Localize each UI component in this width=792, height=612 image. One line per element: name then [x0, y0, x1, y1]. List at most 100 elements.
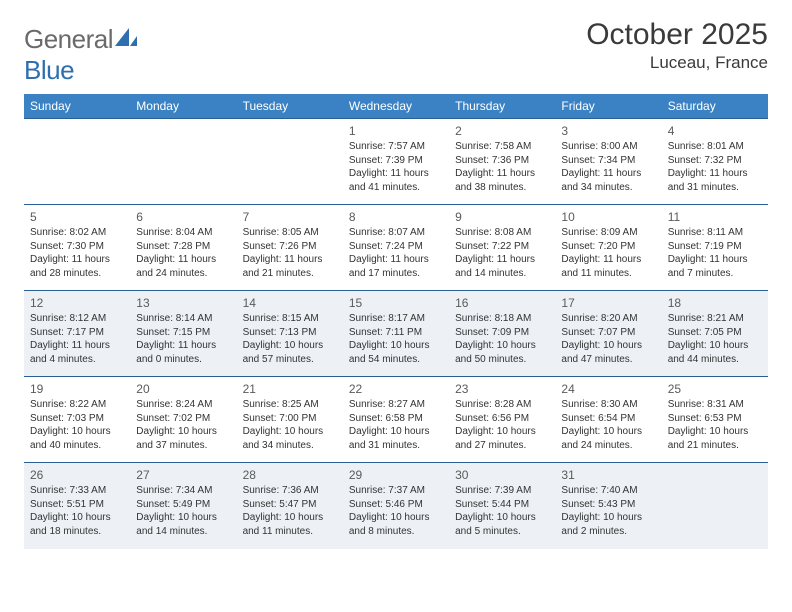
sunrise-line: Sunrise: 8:01 AM	[668, 140, 762, 154]
day-number: 2	[455, 123, 549, 139]
sunset-line: Sunset: 6:54 PM	[561, 412, 655, 426]
day-cell: 12Sunrise: 8:12 AMSunset: 7:17 PMDayligh…	[24, 291, 130, 377]
day-cell: 13Sunrise: 8:14 AMSunset: 7:15 PMDayligh…	[130, 291, 236, 377]
daylight-line: Daylight: 11 hours and 21 minutes.	[243, 253, 337, 280]
sunrise-line: Sunrise: 8:15 AM	[243, 312, 337, 326]
sunset-line: Sunset: 7:22 PM	[455, 240, 549, 254]
day-cell: 26Sunrise: 7:33 AMSunset: 5:51 PMDayligh…	[24, 463, 130, 549]
daylight-line: Daylight: 11 hours and 28 minutes.	[30, 253, 124, 280]
sunset-line: Sunset: 7:32 PM	[668, 154, 762, 168]
sunset-line: Sunset: 7:26 PM	[243, 240, 337, 254]
day-number: 17	[561, 295, 655, 311]
sunset-line: Sunset: 5:46 PM	[349, 498, 443, 512]
sunrise-line: Sunrise: 8:00 AM	[561, 140, 655, 154]
sail-icon	[115, 24, 137, 55]
day-number: 15	[349, 295, 443, 311]
sunrise-line: Sunrise: 8:20 AM	[561, 312, 655, 326]
sunrise-line: Sunrise: 8:24 AM	[136, 398, 230, 412]
day-cell: 4Sunrise: 8:01 AMSunset: 7:32 PMDaylight…	[662, 119, 768, 205]
sunset-line: Sunset: 7:39 PM	[349, 154, 443, 168]
day-cell: 5Sunrise: 8:02 AMSunset: 7:30 PMDaylight…	[24, 205, 130, 291]
sunrise-line: Sunrise: 8:02 AM	[30, 226, 124, 240]
daylight-line: Daylight: 10 hours and 8 minutes.	[349, 511, 443, 538]
day-number: 21	[243, 381, 337, 397]
daylight-line: Daylight: 10 hours and 34 minutes.	[243, 425, 337, 452]
sunset-line: Sunset: 7:03 PM	[30, 412, 124, 426]
sunset-line: Sunset: 7:07 PM	[561, 326, 655, 340]
weekday-header: Wednesday	[343, 94, 449, 119]
day-number: 18	[668, 295, 762, 311]
day-cell: 3Sunrise: 8:00 AMSunset: 7:34 PMDaylight…	[555, 119, 661, 205]
daylight-line: Daylight: 11 hours and 41 minutes.	[349, 167, 443, 194]
sunset-line: Sunset: 7:00 PM	[243, 412, 337, 426]
sunrise-line: Sunrise: 8:12 AM	[30, 312, 124, 326]
location: Luceau, France	[586, 53, 768, 73]
calendar-table: SundayMondayTuesdayWednesdayThursdayFrid…	[24, 94, 768, 549]
day-number: 29	[349, 467, 443, 483]
day-number: 16	[455, 295, 549, 311]
daylight-line: Daylight: 11 hours and 38 minutes.	[455, 167, 549, 194]
weekday-header: Monday	[130, 94, 236, 119]
calendar-header: SundayMondayTuesdayWednesdayThursdayFrid…	[24, 94, 768, 119]
sunset-line: Sunset: 7:02 PM	[136, 412, 230, 426]
daylight-line: Daylight: 11 hours and 31 minutes.	[668, 167, 762, 194]
day-cell	[130, 119, 236, 205]
day-cell: 1Sunrise: 7:57 AMSunset: 7:39 PMDaylight…	[343, 119, 449, 205]
sunrise-line: Sunrise: 8:21 AM	[668, 312, 762, 326]
sunrise-line: Sunrise: 8:07 AM	[349, 226, 443, 240]
daylight-line: Daylight: 11 hours and 14 minutes.	[455, 253, 549, 280]
weekday-header: Sunday	[24, 94, 130, 119]
day-cell: 6Sunrise: 8:04 AMSunset: 7:28 PMDaylight…	[130, 205, 236, 291]
day-cell: 28Sunrise: 7:36 AMSunset: 5:47 PMDayligh…	[237, 463, 343, 549]
daylight-line: Daylight: 10 hours and 37 minutes.	[136, 425, 230, 452]
daylight-line: Daylight: 11 hours and 4 minutes.	[30, 339, 124, 366]
daylight-line: Daylight: 10 hours and 5 minutes.	[455, 511, 549, 538]
daylight-line: Daylight: 10 hours and 27 minutes.	[455, 425, 549, 452]
day-number: 14	[243, 295, 337, 311]
daylight-line: Daylight: 10 hours and 24 minutes.	[561, 425, 655, 452]
sunset-line: Sunset: 7:20 PM	[561, 240, 655, 254]
day-cell: 29Sunrise: 7:37 AMSunset: 5:46 PMDayligh…	[343, 463, 449, 549]
day-cell: 31Sunrise: 7:40 AMSunset: 5:43 PMDayligh…	[555, 463, 661, 549]
daylight-line: Daylight: 11 hours and 11 minutes.	[561, 253, 655, 280]
week-row: 5Sunrise: 8:02 AMSunset: 7:30 PMDaylight…	[24, 205, 768, 291]
day-number: 13	[136, 295, 230, 311]
day-number: 20	[136, 381, 230, 397]
day-cell: 23Sunrise: 8:28 AMSunset: 6:56 PMDayligh…	[449, 377, 555, 463]
sunrise-line: Sunrise: 8:25 AM	[243, 398, 337, 412]
day-cell: 25Sunrise: 8:31 AMSunset: 6:53 PMDayligh…	[662, 377, 768, 463]
day-number: 12	[30, 295, 124, 311]
day-cell: 19Sunrise: 8:22 AMSunset: 7:03 PMDayligh…	[24, 377, 130, 463]
sunrise-line: Sunrise: 8:14 AM	[136, 312, 230, 326]
sunrise-line: Sunrise: 8:04 AM	[136, 226, 230, 240]
sunset-line: Sunset: 6:53 PM	[668, 412, 762, 426]
sunset-line: Sunset: 7:36 PM	[455, 154, 549, 168]
day-number: 30	[455, 467, 549, 483]
sunrise-line: Sunrise: 7:39 AM	[455, 484, 549, 498]
day-cell: 9Sunrise: 8:08 AMSunset: 7:22 PMDaylight…	[449, 205, 555, 291]
day-number: 6	[136, 209, 230, 225]
sunrise-line: Sunrise: 7:57 AM	[349, 140, 443, 154]
sunrise-line: Sunrise: 7:36 AM	[243, 484, 337, 498]
daylight-line: Daylight: 10 hours and 2 minutes.	[561, 511, 655, 538]
sunset-line: Sunset: 7:34 PM	[561, 154, 655, 168]
sunrise-line: Sunrise: 8:30 AM	[561, 398, 655, 412]
week-row: 1Sunrise: 7:57 AMSunset: 7:39 PMDaylight…	[24, 119, 768, 205]
sunrise-line: Sunrise: 8:17 AM	[349, 312, 443, 326]
day-cell: 30Sunrise: 7:39 AMSunset: 5:44 PMDayligh…	[449, 463, 555, 549]
daylight-line: Daylight: 10 hours and 44 minutes.	[668, 339, 762, 366]
day-cell	[662, 463, 768, 549]
title-block: October 2025 Luceau, France	[586, 18, 768, 73]
weekday-header: Friday	[555, 94, 661, 119]
day-cell: 15Sunrise: 8:17 AMSunset: 7:11 PMDayligh…	[343, 291, 449, 377]
sunrise-line: Sunrise: 7:33 AM	[30, 484, 124, 498]
sunset-line: Sunset: 7:15 PM	[136, 326, 230, 340]
day-cell: 7Sunrise: 8:05 AMSunset: 7:26 PMDaylight…	[237, 205, 343, 291]
sunset-line: Sunset: 5:44 PM	[455, 498, 549, 512]
sunrise-line: Sunrise: 8:05 AM	[243, 226, 337, 240]
page: GeneralBlue October 2025 Luceau, France …	[0, 0, 792, 612]
day-number: 27	[136, 467, 230, 483]
sunrise-line: Sunrise: 8:28 AM	[455, 398, 549, 412]
sunset-line: Sunset: 7:05 PM	[668, 326, 762, 340]
sunset-line: Sunset: 5:47 PM	[243, 498, 337, 512]
